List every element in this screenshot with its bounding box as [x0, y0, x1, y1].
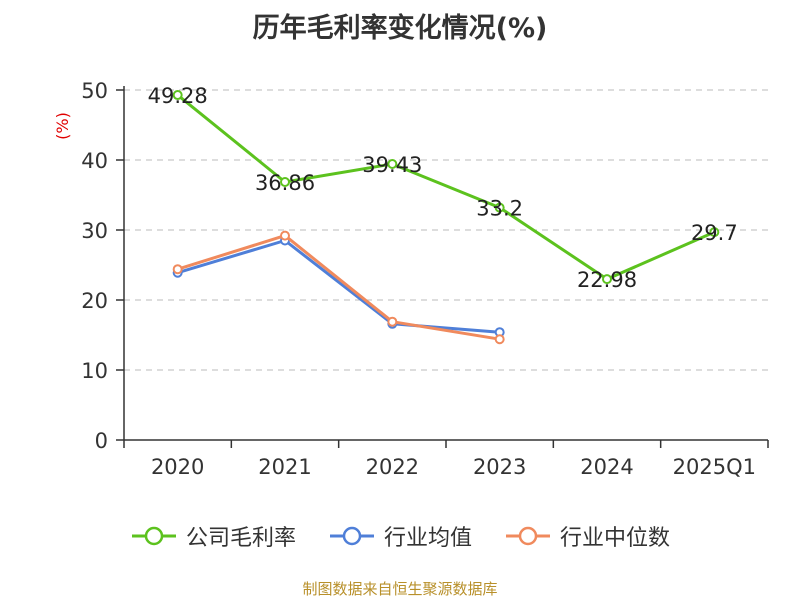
- legend-marker-gross-margin: [131, 526, 176, 546]
- legend-label-gross-margin: 公司毛利率: [185, 526, 296, 551]
- chart-title: 历年毛利率变化情况(%): [252, 13, 548, 44]
- y-tick-label: 40: [81, 149, 108, 173]
- legend-item-industry-avg[interactable]: 行业均值: [328, 520, 472, 552]
- x-tick-label: 2021: [258, 455, 311, 479]
- data-point: [709, 227, 720, 238]
- x-tick-label: 2023: [473, 455, 526, 479]
- legend: 公司毛利率 行业均值 行业中位数: [0, 520, 800, 552]
- data-labels: 49.28 36.86 39.43 33.2 22.98 29.7: [148, 84, 738, 292]
- series-line-2: [177, 234, 500, 341]
- x-tick-label: 2025Q1: [673, 455, 756, 479]
- data-point: [172, 90, 183, 101]
- data-label: 22.98: [577, 268, 637, 292]
- data-label: 39.43: [362, 153, 422, 177]
- data-label: 29.7: [691, 221, 738, 245]
- data-point: [494, 202, 505, 213]
- legend-marker-industry-median: [506, 526, 550, 546]
- source-note: 制图数据来自恒生聚源数据库: [302, 580, 498, 598]
- x-tick-label: 2024: [580, 455, 633, 479]
- data-label: 49.28: [148, 84, 208, 108]
- y-tick-label: 0: [95, 429, 108, 453]
- data-point: [172, 264, 183, 275]
- axes: 0 10 20 30 40 50 (%) 2020 2021 2022 2023 2024 2025Q1: [53, 79, 769, 479]
- data-point: [280, 176, 290, 187]
- data-label: 33.2: [476, 197, 523, 221]
- y-tick-label: 30: [81, 219, 108, 243]
- x-tick-label: 2022: [366, 455, 419, 479]
- legend-label-industry-median: 行业中位数: [560, 526, 671, 551]
- data-point: [387, 316, 398, 327]
- line-chart: 0 10 20 30 40 50 (%) 2020 2021 2022 2023 2024 2025Q1…: [53, 79, 769, 479]
- data-label: 36.86: [255, 171, 315, 195]
- data-point: [280, 230, 290, 241]
- series-line-0: [176, 93, 715, 281]
- gridlines: [124, 89, 768, 371]
- legend-item-gross-margin[interactable]: 公司毛利率: [130, 520, 296, 552]
- x-tick-label: 2020: [151, 455, 204, 479]
- legend-item-industry-median[interactable]: 行业中位数: [504, 520, 670, 552]
- legend-label-industry-avg: 行业均值: [383, 526, 472, 551]
- y-tick-label: 20: [81, 289, 108, 313]
- data-point: [494, 334, 505, 345]
- y-axis-label: (%): [53, 112, 72, 140]
- data-point: [602, 274, 612, 285]
- data-point: [387, 158, 398, 169]
- legend-marker-industry-avg: [329, 526, 374, 546]
- y-tick-label: 50: [81, 79, 108, 103]
- series-layer: [172, 90, 720, 345]
- series-line-1: [177, 239, 500, 334]
- y-tick-label: 10: [81, 359, 108, 383]
